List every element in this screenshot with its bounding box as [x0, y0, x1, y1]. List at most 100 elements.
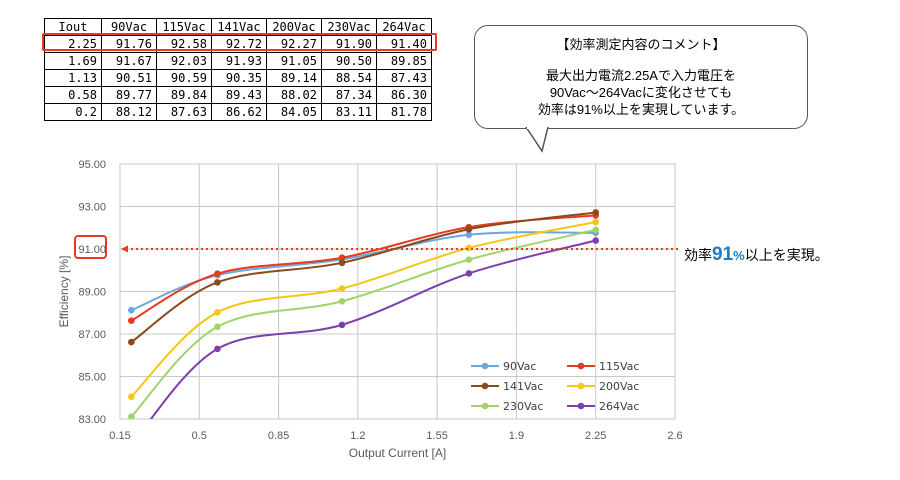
- bubble-tail: [525, 127, 549, 153]
- y-tick-label: 91.00: [78, 244, 106, 256]
- legend-marker-264Vac: [577, 402, 585, 410]
- table-cell: 91.90: [321, 35, 377, 53]
- table-cell: 89.85: [376, 52, 432, 70]
- table-row: 1.13 90.51 90.59 90.35 89.14 88.54 87.43: [44, 69, 432, 87]
- callout-value: 91: [712, 244, 734, 265]
- table-cell: 84.05: [266, 103, 322, 121]
- data-point-141Vac: [465, 225, 473, 233]
- legend-label-264Vac: 264Vac: [599, 400, 639, 413]
- callout-prefix: 効率: [684, 247, 712, 263]
- legend-marker-90Vac: [481, 362, 489, 370]
- y-tick-label: 93.00: [78, 202, 106, 214]
- data-point-141Vac: [338, 259, 346, 267]
- x-tick-label: 0.85: [268, 430, 289, 442]
- reference-arrowhead: [121, 245, 128, 253]
- y-tick-label: 87.00: [78, 329, 106, 341]
- table-cell: 1.13: [44, 69, 102, 87]
- table-cell: 90.51: [101, 69, 157, 87]
- table-cell: 90.50: [321, 52, 377, 70]
- x-axis-label: Output Current [A]: [349, 446, 446, 460]
- data-point-200Vac: [338, 285, 346, 292]
- data-point-141Vac: [592, 209, 600, 216]
- data-point-230Vac: [214, 323, 221, 331]
- table-cell: 0.58: [44, 86, 102, 104]
- callout-text: 効率91%以上を実現。: [684, 244, 829, 266]
- callout-suffix: 以上を実現。: [744, 247, 829, 263]
- data-point-200Vac: [592, 218, 600, 226]
- comment-bubble: 【効率測定内容のコメント】 最大出力電流2.25Aで入力電圧を 90Vac～26…: [474, 25, 808, 129]
- legend-marker-115Vac: [577, 362, 585, 370]
- highlight-frame: [74, 235, 107, 259]
- table-cell: 91.93: [211, 52, 267, 70]
- legend-label-90Vac: 90Vac: [503, 360, 536, 373]
- data-point-264Vac: [592, 237, 600, 244]
- data-point-264Vac: [128, 442, 135, 449]
- comment-line: 最大出力電流2.25Aで入力電圧を: [546, 68, 736, 83]
- data-point-264Vac: [465, 270, 473, 277]
- comment-line: 効率は91%以上を実現しています。: [537, 102, 745, 117]
- legend-label-230Vac: 230Vac: [503, 400, 543, 413]
- data-point-264Vac: [338, 321, 346, 329]
- table-header-row: Iout 90Vac 115Vac 141Vac 200Vac 230Vac 2…: [44, 18, 432, 36]
- comment-title: 【効率測定内容のコメント】: [556, 37, 726, 52]
- data-point-200Vac: [214, 309, 221, 316]
- y-tick-label: 85.00: [78, 372, 106, 384]
- series-group: [128, 209, 600, 449]
- data-point-230Vac: [465, 256, 473, 263]
- table-cell: 90.35: [211, 69, 267, 87]
- x-tick-label: 1.9: [509, 430, 524, 442]
- table-cell: 87.43: [376, 69, 432, 87]
- table-cell: 87.63: [156, 103, 212, 121]
- legend-label-141Vac: 141Vac: [503, 380, 543, 393]
- column-header: 230Vac: [321, 18, 377, 36]
- legend-marker-230Vac: [481, 402, 489, 410]
- data-point-141Vac: [214, 279, 221, 286]
- table-cell: 89.77: [101, 86, 157, 104]
- table-cell: 91.67: [101, 52, 157, 70]
- x-tick-label: 2.25: [585, 430, 606, 442]
- data-point-141Vac: [128, 338, 135, 346]
- data-point-264Vac: [214, 345, 221, 353]
- data-point-90Vac: [128, 306, 135, 314]
- data-point-230Vac: [338, 297, 346, 305]
- x-tick-label: 1.2: [350, 430, 365, 442]
- table-cell: 1.69: [44, 52, 102, 70]
- table-row: 2.25 91.76 92.58 92.72 92.27 91.90 91.40: [44, 35, 432, 53]
- data-point-115Vac: [338, 254, 346, 262]
- y-tick-label: 83.00: [78, 414, 106, 426]
- table-cell: 88.02: [266, 86, 322, 104]
- table-cell: 0.2: [44, 103, 102, 121]
- y-tick-label: 89.00: [78, 287, 106, 299]
- table-cell: 89.84: [156, 86, 212, 104]
- x-tick-label: 0.15: [109, 430, 130, 442]
- data-point-115Vac: [214, 270, 221, 277]
- efficiency-table: Iout 90Vac 115Vac 141Vac 200Vac 230Vac 2…: [44, 18, 432, 121]
- legend-label-115Vac: 115Vac: [599, 360, 639, 373]
- table-cell: 91.40: [376, 35, 432, 53]
- data-point-230Vac: [128, 413, 135, 419]
- data-point-200Vac: [128, 393, 135, 400]
- legend-marker-141Vac: [481, 382, 489, 390]
- table-cell: 90.59: [156, 69, 212, 87]
- table-cell: 86.30: [376, 86, 432, 104]
- table-cell: 83.11: [321, 103, 377, 121]
- table-row: 0.2 88.12 87.63 86.62 84.05 83.11 81.78: [44, 103, 432, 121]
- legend-label-200Vac: 200Vac: [599, 380, 639, 393]
- comment-line: 90Vac～264Vacに変化させても: [549, 85, 733, 100]
- table-row: 0.58 89.77 89.84 89.43 88.02 87.34 86.30: [44, 86, 432, 104]
- table-cell: 86.62: [211, 103, 267, 121]
- data-point-200Vac: [465, 244, 473, 252]
- table-cell: 81.78: [376, 103, 432, 121]
- highlight-frame: [42, 33, 437, 51]
- column-header: 200Vac: [266, 18, 322, 36]
- data-point-230Vac: [592, 226, 600, 234]
- table-cell: 92.58: [156, 35, 212, 53]
- x-tick-label: 1.55: [426, 430, 447, 442]
- y-tick-label: 95.00: [78, 159, 106, 171]
- efficiency-chart: 83.00 85.00 87.00 89.00 91.00 93.00 95.00 0.15 0…: [57, 159, 683, 460]
- data-point-115Vac: [128, 317, 135, 324]
- table-cell: 87.34: [321, 86, 377, 104]
- table-cell: 88.12: [101, 103, 157, 121]
- data-point-90Vac: [465, 231, 473, 239]
- callout-unit: %: [733, 248, 745, 263]
